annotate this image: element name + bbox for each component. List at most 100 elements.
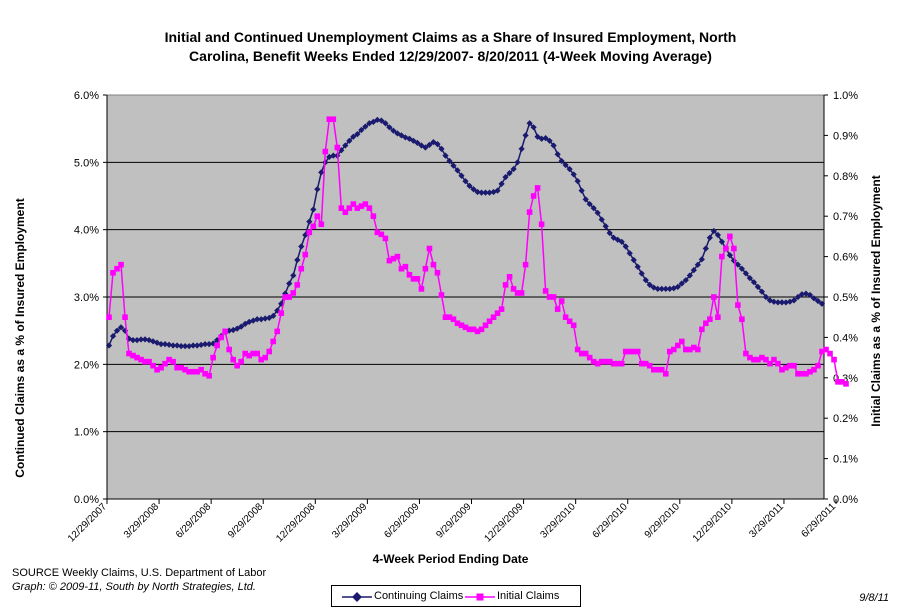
initial-claims-point: [306, 229, 313, 236]
initial-claims-point: [194, 368, 200, 375]
initial-claims-point: [394, 253, 401, 260]
continuing-claims-point: [726, 252, 734, 259]
initial-claims-point: [434, 269, 441, 276]
initial-claims-point: [142, 358, 148, 365]
initial-claims-point: [735, 302, 741, 308]
initial-claims-point: [498, 306, 505, 312]
initial-claims-point: [687, 346, 693, 353]
continuing-claims-point: [169, 342, 177, 349]
initial-claims-point: [562, 314, 569, 320]
continuing-claims-point: [290, 272, 297, 279]
initial-claims-point: [458, 322, 465, 329]
initial-claims-point: [514, 290, 521, 296]
x-tick-label: 3/29/2010: [539, 501, 579, 541]
source-text: SOURCE Weekly Claims, U.S. Department of…: [12, 567, 267, 579]
x-tick-label: 3/29/2008: [122, 501, 162, 541]
continuing-claims-point: [522, 132, 529, 139]
initial-claims-point: [206, 372, 212, 379]
initial-claims-point: [683, 346, 689, 353]
x-tick-label: 12/29/2010: [691, 501, 734, 544]
initial-claims-point: [747, 354, 753, 361]
initial-claims-point: [566, 318, 573, 325]
initial-claims-point: [662, 370, 669, 377]
continuing-claims-point: [194, 342, 201, 349]
initial-claims-point: [278, 310, 285, 316]
initial-claims-point: [779, 366, 785, 373]
continuing-claims-point: [502, 173, 509, 181]
initial-claims-point: [751, 356, 757, 363]
continuing-claims-point: [318, 169, 325, 176]
continuing-claims-point: [182, 343, 189, 350]
continuing-claims-point: [746, 275, 753, 282]
initial-claims-point: [522, 261, 529, 268]
initial-claims-point: [146, 358, 152, 365]
x-tick-label: 6/29/2010: [591, 501, 631, 541]
continuing-claims-point: [618, 238, 625, 245]
initial-claims-point: [310, 223, 317, 230]
legend: Continuing Claims Initial Claims: [331, 585, 581, 607]
legend-initial-marker: [476, 593, 484, 601]
initial-claims-point: [178, 364, 184, 371]
initial-claims-point: [266, 348, 273, 355]
initial-claims-point: [574, 346, 581, 353]
continuing-claims-point: [818, 300, 826, 307]
x-tick-label: 9/29/2010: [643, 501, 683, 541]
initial-claims-point: [238, 358, 244, 365]
continuing-claims-point: [666, 285, 673, 293]
continuing-claims-point: [582, 196, 589, 203]
legend-swatches: [342, 592, 495, 602]
x-tick-label: 9/29/2009: [434, 501, 474, 541]
initial-claims-point: [614, 360, 621, 367]
continuing-claims-point: [113, 327, 121, 334]
continuing-claims-point: [350, 133, 357, 140]
initial-claims-point: [630, 348, 637, 355]
y-right-tick-label: 0.8%: [833, 171, 858, 183]
initial-claims-point: [250, 350, 257, 357]
continuing-claims-point: [758, 288, 766, 295]
initial-claims-point: [418, 286, 425, 292]
continuing-claims-point: [806, 291, 814, 299]
initial-claims-point: [114, 265, 120, 272]
initial-claims-point: [150, 362, 156, 369]
initial-claims-point: [799, 370, 805, 377]
continuing-claims-point: [178, 343, 185, 350]
initial-claims-point: [530, 193, 537, 199]
initial-claims-point: [727, 233, 733, 240]
initial-claims-point: [198, 366, 204, 373]
continuing-claims-point: [690, 266, 697, 274]
x-tick-label: 9/29/2008: [226, 501, 266, 541]
initial-claims-point: [526, 209, 533, 215]
initial-claims-point: [839, 379, 845, 385]
initial-claims-point: [318, 221, 325, 228]
initial-claims-point: [462, 324, 469, 331]
initial-claims-point: [154, 366, 160, 373]
initial-claims-point: [446, 314, 453, 320]
initial-claims-point: [791, 362, 797, 369]
initial-claims-point: [546, 294, 553, 300]
initial-claims-point: [494, 310, 501, 316]
initial-claims-point: [454, 320, 461, 327]
initial-claims-point: [835, 379, 841, 385]
y-right-tick-label: 0.2%: [833, 413, 858, 425]
initial-claims-point: [622, 348, 629, 355]
continuing-claims-point: [466, 182, 473, 190]
initial-claims-point: [338, 205, 345, 211]
y-left-tick-label: 1.0%: [74, 427, 99, 439]
initial-claims-point: [138, 356, 144, 363]
initial-claims-point: [166, 356, 172, 363]
initial-claims-point: [294, 282, 301, 288]
initial-claims-point: [634, 348, 641, 355]
continuing-claims-point: [734, 261, 742, 268]
initial-claims-point: [658, 366, 665, 373]
continuing-claims-point: [774, 299, 782, 306]
chart-title-line-2: Carolina, Benefit Weeks Ended 12/29/2007…: [189, 48, 712, 64]
initial-claims-point: [510, 286, 517, 292]
continuing-claims-point: [482, 189, 489, 196]
chart-title: Initial and Continued Unemployment Claim…: [0, 28, 901, 66]
initial-claims-point: [314, 213, 321, 219]
initial-claims-point: [398, 265, 405, 272]
initial-claims-point: [590, 358, 597, 365]
initial-claims-point: [534, 185, 541, 191]
initial-claims-point: [414, 276, 421, 282]
